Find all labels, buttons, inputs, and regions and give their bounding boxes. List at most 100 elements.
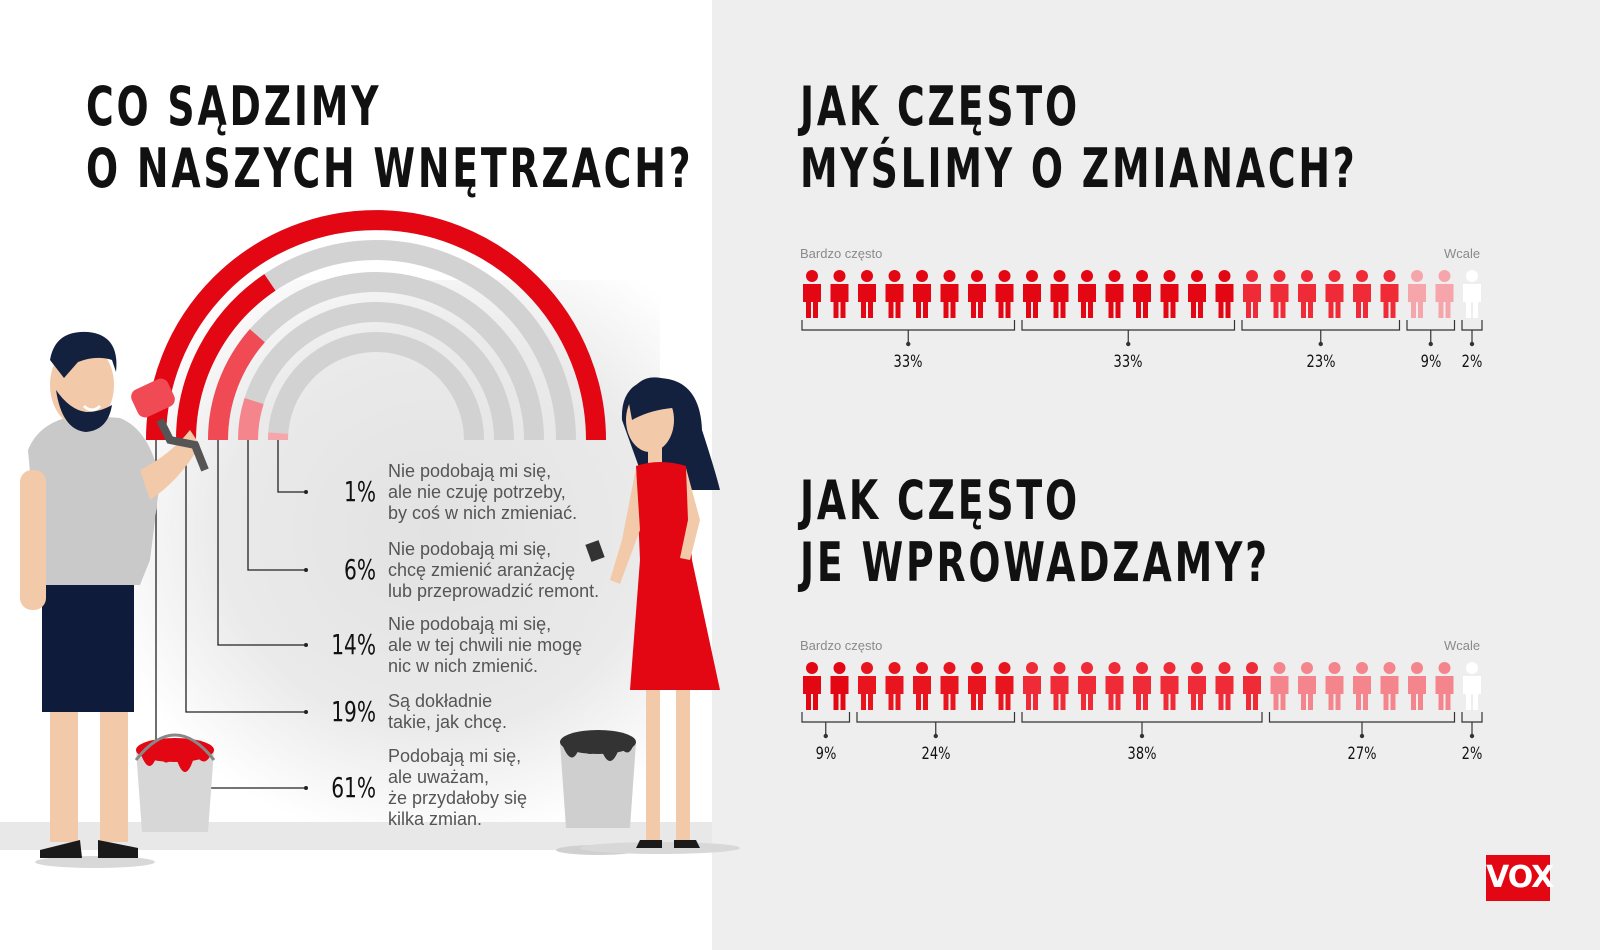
arc-description: Nie podobają mi się, chcę zmienić aranżac… [388,539,658,602]
question2-title: JAK CZĘSTO JE WPROWADZAMY? [800,470,1270,594]
arc-pct-label: 19% [331,695,376,728]
group-bracket [801,712,851,723]
arc-bar [146,210,606,441]
person-icon [1353,270,1371,318]
arc-bar [238,398,264,441]
person-icon [1463,662,1481,710]
group-pct-label: 9% [815,744,837,764]
person-icon [1408,270,1426,318]
person-icon [1215,270,1234,318]
person-icon [803,270,821,318]
leader-dot [304,710,308,714]
person-icon [885,270,904,318]
person-icon [1435,270,1454,318]
person-icon [830,662,849,710]
person-icon [1023,270,1041,318]
group-bracket [1021,712,1263,723]
arc-track [268,332,484,441]
question1-title-line2: MYŚLIMY O ZMIANACH? [800,137,1358,200]
person-icon [1380,662,1399,710]
arc-pct-label: 6% [344,553,376,586]
scale-label-left: Bardzo często [800,246,883,261]
group-dot [1469,341,1475,347]
group-dot [1428,341,1433,347]
arc-description-line: takie, jak chcę. [388,712,508,732]
arc-description-line: Nie podobają mi się, [388,460,552,481]
group-pct-label: 2% [1461,744,1483,764]
scale-label-right: Wcale [1444,246,1481,261]
person-icon [1078,270,1096,318]
person-icon [1215,662,1234,710]
question1-title: JAK CZĘSTO MYŚLIMY O ZMIANACH? [800,76,1358,200]
group-dot [1126,341,1131,347]
arc-track [238,302,514,441]
arc-description-line: kilka zmian. [388,809,483,829]
paint-roller-icon [131,378,209,472]
group-pct-label: 2% [1461,352,1483,372]
person-icon [1463,270,1481,318]
arc-description: Nie podobają mi się, ale w tej chwili nie… [388,614,658,677]
arc-description-line: Podobają mi się, [388,746,522,766]
person-icon [968,270,986,318]
man-illustration [20,331,200,868]
group-bracket [1461,712,1483,723]
left-title: CO SĄDZIMY O NASZYCH WNĘTRZACH? [86,76,693,200]
person-icon [1298,270,1316,318]
arc-bar [176,274,276,441]
group-bracket [1268,712,1456,723]
arc-description-line: Nie podobają mi się, [388,538,552,559]
paint-tin-icon [585,540,605,562]
arc-description-line: Nie podobają mi się, [388,613,552,634]
arc-chart [146,210,606,790]
arc-description-line: ale nie czuję potrzeby, [388,481,566,502]
person-icon [1188,270,1206,318]
person-icon [858,662,876,710]
person-icon [1325,662,1344,710]
person-icon [968,662,986,710]
group-dot [1318,341,1323,347]
person-icon [1105,270,1124,318]
left-title-line1: CO SĄDZIMY [86,75,382,138]
arc-description-line: by coś w nich zmieniać. [388,502,578,523]
person-icon [1023,662,1041,710]
scale-label-left: Bardzo często [800,638,883,653]
red-paint-bucket-icon [134,733,216,832]
arc-description-line: że przydałoby się [388,788,528,808]
person-icon [995,662,1014,710]
arc-description-line: ale w tej chwili nie mogę [388,634,583,655]
person-icon [1380,270,1399,318]
group-pct-label: 33% [893,352,923,372]
group-pct-label: 27% [1347,744,1377,764]
person-icon [1298,662,1316,710]
person-icon [1435,662,1454,710]
group-pct-label: 38% [1127,744,1157,764]
leader-dot [304,490,308,494]
person-icon [1270,662,1289,710]
person-icon [1050,662,1069,710]
person-icon [830,270,849,318]
group-pct-label: 9% [1420,352,1442,372]
person-icon [1050,270,1069,318]
arc-pct-label: 14% [331,628,376,661]
person-icon [1160,270,1179,318]
arc-bar [208,329,265,441]
leader-line [185,440,306,713]
person-icon [1188,662,1206,710]
person-icon [1243,662,1261,710]
vox-logo: VOX [1486,855,1554,901]
arc-pct-label: 1% [344,475,376,508]
arc-description: Nie podobają mi się, ale nie czuję potrze… [388,461,658,524]
person-icon [1078,662,1096,710]
person-icon [803,662,821,710]
person-icon [885,662,904,710]
group-dot [1139,733,1145,739]
arc-description-line: lub przeprowadzić remont. [388,580,600,601]
person-icon [1325,270,1344,318]
group-bracket [856,712,1016,723]
group-pct-label: 33% [1113,352,1143,372]
person-icon [1270,270,1289,318]
group-pct-label: 23% [1306,352,1336,372]
arc-description: Są dokładnie takie, jak chcę. [388,691,658,733]
group-dot [933,733,938,739]
person-icon [1133,270,1151,318]
